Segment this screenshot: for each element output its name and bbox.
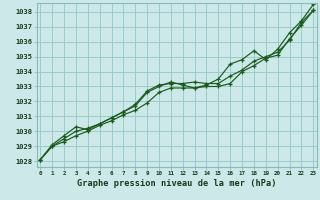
X-axis label: Graphe pression niveau de la mer (hPa): Graphe pression niveau de la mer (hPa): [77, 179, 276, 188]
